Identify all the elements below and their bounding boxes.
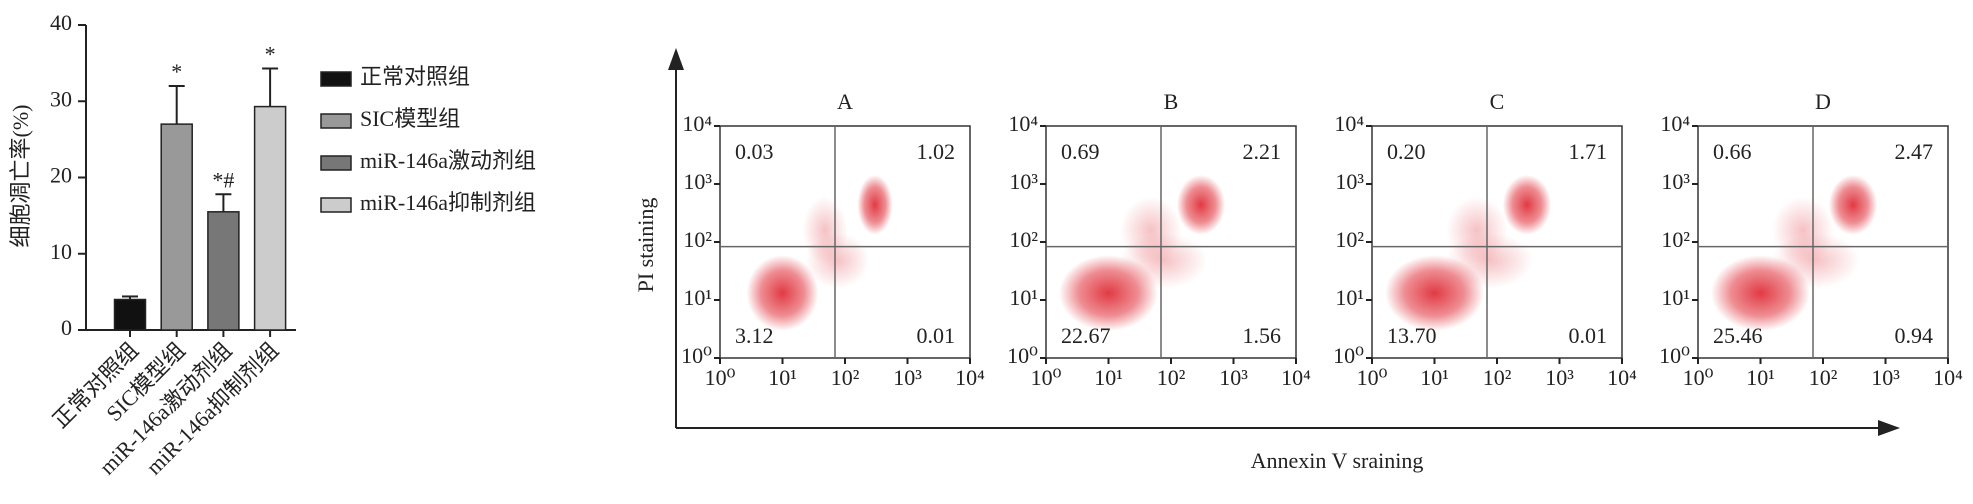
- cell-cloud: [1176, 174, 1226, 235]
- quadrant-percent: 0.66: [1713, 139, 1752, 164]
- y-tick-label: 10²: [1335, 227, 1364, 252]
- x-tick-label: 10¹: [768, 365, 797, 390]
- quadrant-percent: 2.21: [1243, 139, 1282, 164]
- x-tick-label: 10²: [1809, 365, 1838, 390]
- y-tick-label: 10¹: [1661, 285, 1690, 310]
- y-tick-label: 10¹: [683, 285, 712, 310]
- panel-title: B: [1164, 89, 1179, 114]
- y-tick-label: 10⁴: [1008, 111, 1038, 136]
- panel-title: D: [1815, 89, 1831, 114]
- x-tick-label: 10²: [831, 365, 860, 390]
- quadrant-percent: 0.03: [735, 139, 774, 164]
- x-tick-label: 10⁰: [1683, 365, 1714, 390]
- quadrant-percent: 13.70: [1387, 323, 1437, 348]
- y-tick-label: 10⁰: [1659, 343, 1690, 368]
- quadrant-percent: 0.20: [1387, 139, 1426, 164]
- cell-cloud: [1772, 196, 1834, 265]
- y-tick-label: 10⁴: [1334, 111, 1364, 136]
- y-tick-label: 10²: [683, 227, 712, 252]
- x-tick-label: 10¹: [1094, 365, 1123, 390]
- x-tick-label: 10²: [1483, 365, 1512, 390]
- x-tick-label: 10⁴: [1281, 365, 1311, 390]
- y-tick-label: 10¹: [1335, 285, 1364, 310]
- quadrant-percent: 22.67: [1061, 323, 1111, 348]
- cell-cloud: [746, 255, 819, 332]
- legend-label: SIC模型组: [360, 106, 460, 131]
- x-tick-label: 10⁰: [1357, 365, 1388, 390]
- quadrant-percent: 1.56: [1243, 323, 1282, 348]
- x-tick-label: 10³: [893, 365, 922, 390]
- y-tick-label: 10¹: [1009, 285, 1038, 310]
- cell-cloud: [1120, 196, 1182, 265]
- y-tick-label: 10³: [1009, 169, 1038, 194]
- y-tick-label: 40: [50, 10, 72, 35]
- bar: [113, 298, 147, 331]
- legend-swatch: [320, 71, 352, 87]
- y-tick-label: 10³: [1661, 169, 1690, 194]
- legend-label: miR-146a激动剂组: [360, 148, 536, 173]
- x-tick-label: 10²: [1157, 365, 1186, 390]
- cell-cloud: [802, 196, 848, 265]
- quadrant-percent: 0.94: [1895, 323, 1934, 348]
- bar: [207, 211, 240, 331]
- quadrant-percent: 3.12: [735, 323, 774, 348]
- y-axis-title: 细胞凋亡率(%): [8, 105, 33, 248]
- bar: [160, 123, 193, 331]
- annotation: *: [265, 42, 276, 67]
- y-tick-label: 0: [61, 315, 72, 340]
- quadrant-percent: 0.01: [917, 323, 956, 348]
- y-tick-label: 10⁰: [681, 343, 712, 368]
- cell-cloud: [1502, 174, 1552, 235]
- quadrant-percent: 0.69: [1061, 139, 1100, 164]
- y-tick-label: 30: [50, 86, 72, 111]
- quadrant-percent: 25.46: [1713, 323, 1763, 348]
- bar: [253, 105, 287, 331]
- quadrant-percent: 2.47: [1895, 139, 1934, 164]
- y-tick-label: 10³: [1335, 169, 1364, 194]
- legend-label: miR-146a抑制剂组: [360, 190, 536, 215]
- quadrant-percent: 0.01: [1569, 323, 1608, 348]
- y-tick-label: 20: [50, 163, 72, 188]
- x-tick-label: 10⁴: [1933, 365, 1963, 390]
- cell-cloud: [857, 174, 893, 235]
- quadrant-percent: 1.02: [917, 139, 956, 164]
- x-tick-label: 10⁰: [705, 365, 736, 390]
- y-tick-label: 10⁴: [682, 111, 712, 136]
- legend-label: 正常对照组: [360, 64, 470, 89]
- cell-cloud: [1446, 196, 1508, 265]
- x-tick-label: 10¹: [1746, 365, 1775, 390]
- annotation: *: [171, 59, 182, 84]
- y-axis-title: PI staining: [633, 198, 658, 293]
- x-tick-label: 10⁰: [1031, 365, 1062, 390]
- arrow: [668, 48, 684, 70]
- x-tick-label: 10³: [1219, 365, 1248, 390]
- y-tick-label: 10⁰: [1007, 343, 1038, 368]
- y-tick-label: 10: [50, 239, 72, 264]
- y-tick-label: 10³: [683, 169, 712, 194]
- x-axis-title: Annexin V sraining: [1251, 448, 1424, 473]
- panel-title: A: [837, 89, 853, 114]
- panel-title: C: [1490, 89, 1505, 114]
- y-tick-label: 10⁴: [1660, 111, 1690, 136]
- x-tick-label: 10³: [1545, 365, 1574, 390]
- y-tick-label: 10⁰: [1333, 343, 1364, 368]
- arrow: [1878, 420, 1900, 436]
- y-tick-label: 10²: [1661, 227, 1690, 252]
- x-tick-label: 10⁴: [955, 365, 985, 390]
- annotation: *#: [212, 167, 234, 192]
- quadrant-percent: 1.71: [1569, 139, 1608, 164]
- x-tick-label: 10⁴: [1607, 365, 1637, 390]
- x-tick-label: 10³: [1871, 365, 1900, 390]
- x-tick-label: 10¹: [1420, 365, 1449, 390]
- cell-cloud: [1828, 174, 1878, 235]
- legend-swatch: [320, 113, 352, 129]
- legend-swatch: [320, 155, 352, 171]
- y-tick-label: 10²: [1009, 227, 1038, 252]
- legend-swatch: [320, 197, 352, 213]
